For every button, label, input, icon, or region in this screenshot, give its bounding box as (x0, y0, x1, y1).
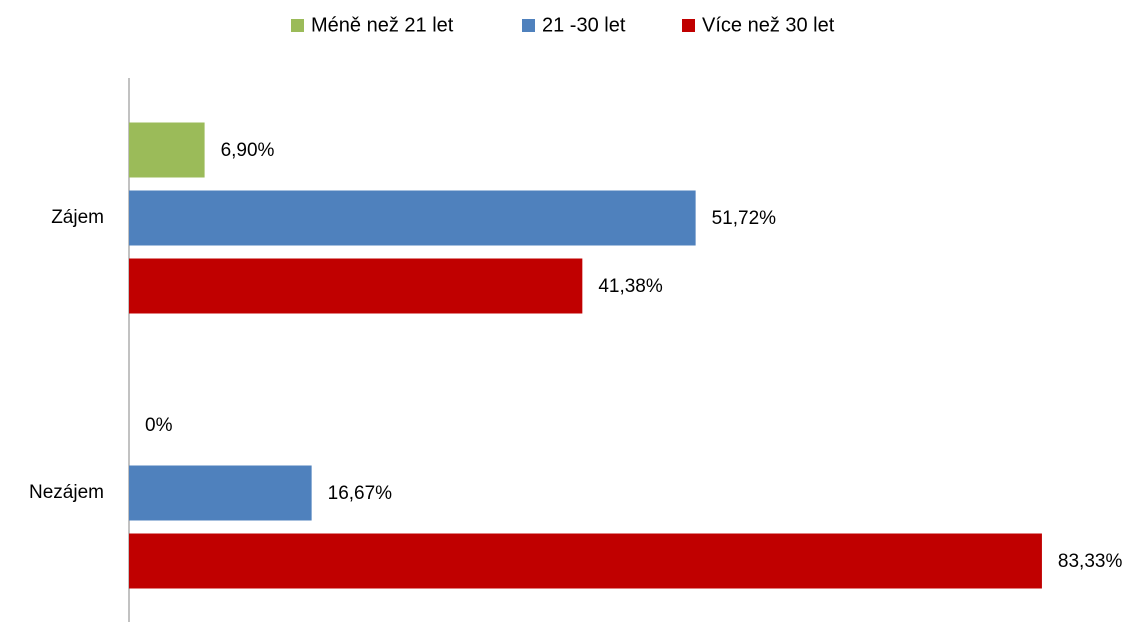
bar (129, 122, 205, 178)
legend-swatch (682, 19, 695, 32)
category-label: Zájem (51, 207, 104, 228)
legend-label: Méně než 21 let (311, 14, 454, 36)
category-label: Nezájem (29, 482, 104, 503)
legend-swatch (522, 19, 535, 32)
data-label: 51,72% (712, 208, 777, 229)
data-label: 83,33% (1058, 551, 1123, 572)
bar (129, 190, 696, 246)
data-label: 0% (145, 415, 173, 436)
data-label: 16,67% (328, 483, 393, 504)
data-label: 41,38% (598, 276, 663, 297)
legend-label: 21 -30 let (542, 14, 626, 36)
bar (129, 465, 312, 521)
bar (129, 533, 1042, 589)
bar (129, 258, 583, 314)
legend-swatch (291, 19, 304, 32)
legend-label: Více než 30 let (702, 14, 835, 36)
data-label: 6,90% (221, 140, 275, 161)
